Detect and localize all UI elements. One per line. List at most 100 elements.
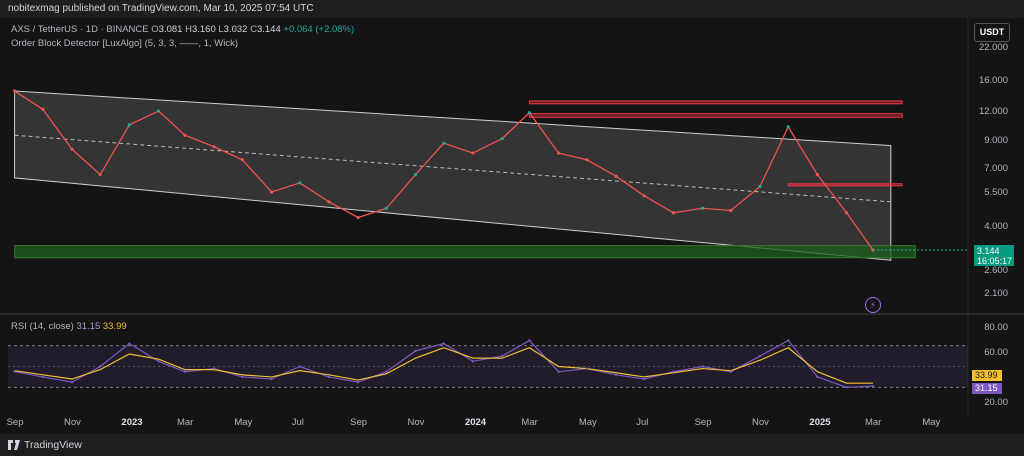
- footer-brand[interactable]: TradingView: [24, 439, 82, 451]
- rsi-point: [128, 342, 131, 345]
- price-point: [327, 200, 331, 204]
- rsi-point: [643, 377, 646, 381]
- rsi-point: [327, 375, 331, 379]
- tradingview-logo-icon: [8, 440, 20, 450]
- rsi-point: [528, 339, 531, 342]
- price-point: [758, 184, 762, 189]
- price-point: [12, 89, 17, 93]
- time-tick: 2023: [121, 417, 143, 428]
- rsi-point: [758, 354, 762, 358]
- rsi-point: [212, 367, 216, 370]
- lightning-icon[interactable]: ⚡: [865, 297, 881, 313]
- rsi-point: [614, 373, 618, 377]
- rsi-point: [356, 380, 360, 384]
- price-point: [614, 174, 618, 178]
- time-tick: Mar: [176, 417, 194, 428]
- rsi-ma-legend-value: 33.99: [102, 321, 127, 332]
- rsi-point: [157, 360, 160, 363]
- symbol-legend: AXS / TetherUS · 1D · BINANCE O3.081 H3.…: [11, 24, 354, 35]
- time-tick: Sep: [350, 417, 368, 428]
- price-point: [500, 136, 504, 141]
- price-series: [14, 90, 874, 251]
- price-tick: 9.000: [984, 135, 1008, 146]
- change-value: +0.064 (+2.08%): [283, 24, 355, 35]
- rsi-point: [729, 370, 733, 373]
- price-point: [442, 141, 446, 145]
- bearish-order-block: [528, 113, 903, 118]
- rsi-band-fill: [8, 345, 968, 388]
- price-point: [127, 123, 132, 127]
- time-tick: 2024: [464, 417, 487, 428]
- price-point: [556, 151, 561, 155]
- time-tick: Jul: [291, 417, 304, 428]
- price-point: [786, 125, 790, 129]
- rsi-line: [14, 339, 873, 388]
- price-point: [700, 206, 705, 210]
- price-point: [212, 145, 216, 149]
- time-tick: Nov: [752, 417, 769, 428]
- price-point: [642, 194, 646, 198]
- price-tick: 2.600: [984, 265, 1008, 276]
- price-point: [98, 173, 102, 177]
- rsi-point: [13, 370, 16, 373]
- price-point: [729, 208, 733, 213]
- price-point: [671, 211, 676, 215]
- rsi-legend-value: 31.15: [76, 321, 101, 332]
- rsi-point: [442, 342, 445, 345]
- rsi-point: [845, 386, 848, 389]
- footer-bar: TradingView: [0, 434, 1024, 456]
- time-tick: May: [922, 417, 941, 428]
- low-label: L: [218, 24, 224, 35]
- high-label: H: [185, 24, 192, 35]
- rsi-point: [270, 377, 273, 381]
- price-point: [356, 215, 360, 220]
- rsi-legend[interactable]: RSI (14, close) 31.15 33.99: [11, 321, 127, 332]
- rsi-point: [701, 365, 704, 368]
- price-tick: 12.000: [978, 106, 1008, 117]
- rsi-point: [70, 380, 74, 384]
- price-tick: 2.100: [984, 288, 1008, 299]
- rsi-point: [41, 375, 45, 379]
- open-value: 3.081: [158, 24, 183, 35]
- close-label: C: [250, 24, 257, 35]
- currency-button[interactable]: USDT: [974, 23, 1010, 42]
- rsi-point: [816, 375, 819, 379]
- rsi-tick: 80.00: [984, 322, 1008, 333]
- rsi-ma-tag: 33.99: [972, 370, 1002, 381]
- time-tick: Jul: [636, 417, 649, 428]
- rsi-point: [414, 349, 417, 353]
- high-value: 3.160: [191, 24, 216, 35]
- rsi-point: [99, 365, 102, 368]
- rsi-tick: 20.00: [984, 397, 1008, 408]
- publisher-text: nobitexmag published on TradingView.com,…: [8, 3, 314, 14]
- price-point: [871, 248, 875, 252]
- time-tick: Mar: [521, 417, 538, 428]
- rsi-point: [787, 339, 790, 342]
- price-point: [269, 190, 274, 194]
- rsi-point: [241, 375, 244, 379]
- rsi-point: [585, 367, 589, 370]
- price-point: [384, 206, 388, 210]
- symbol-name[interactable]: AXS / TetherUS · 1D · BINANCE: [11, 24, 149, 35]
- price-point: [70, 147, 74, 151]
- bearish-order-block: [528, 100, 903, 105]
- bar-countdown: 16:05:17: [977, 256, 1013, 266]
- rsi-point: [385, 370, 388, 373]
- last-price: 3.144: [977, 246, 1000, 256]
- time-tick: Nov: [407, 417, 425, 428]
- price-point: [156, 109, 161, 113]
- rsi-value-tag: 31.15: [972, 383, 1002, 394]
- time-tick: May: [578, 417, 597, 428]
- price-tick: 16.000: [978, 75, 1008, 86]
- price-point: [585, 158, 589, 162]
- price-point: [471, 151, 475, 155]
- time-tick: Sep: [694, 417, 712, 428]
- price-point: [527, 111, 532, 115]
- bullish-order-block: [14, 245, 916, 259]
- indicator-legend[interactable]: Order Block Detector [LuxAlgo] (5, 3, 3,…: [11, 38, 239, 49]
- rsi-point: [500, 354, 504, 358]
- price-tick: 7.000: [984, 163, 1008, 174]
- open-label: O: [151, 24, 159, 35]
- rsi-point: [183, 370, 187, 373]
